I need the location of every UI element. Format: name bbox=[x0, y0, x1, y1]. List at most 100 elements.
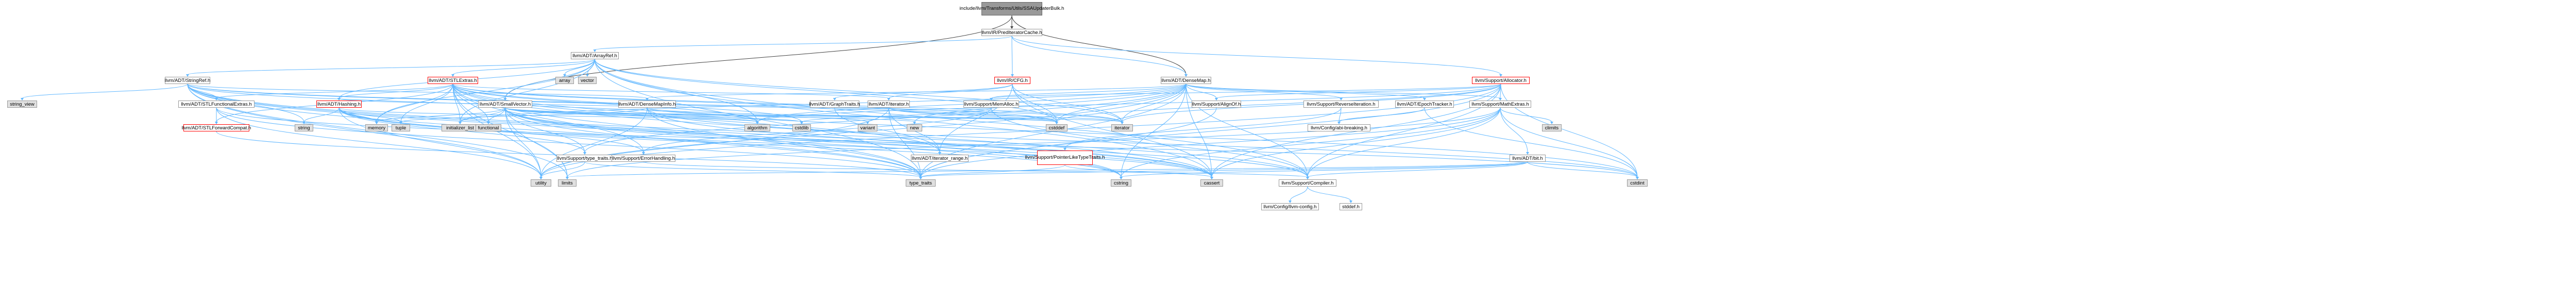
edge-epochtracker-to-configabi bbox=[1338, 107, 1425, 123]
edge-stringref-to-densemapinfo bbox=[187, 84, 648, 99]
node-stlfwd[interactable]: llvm/ADT/STLForwardCompat.h bbox=[181, 124, 251, 131]
edge-arrowhead bbox=[1526, 152, 1529, 155]
node-bit[interactable]: llvm/ADT/bit.h bbox=[1510, 155, 1546, 162]
edge-arrayref-to-initlist bbox=[460, 59, 595, 123]
node-root[interactable]: include/llvm/Transforms/Utils/SSAUpdater… bbox=[960, 2, 1064, 15]
edge-smallvector-to-utility bbox=[505, 107, 541, 178]
edge-arrowhead bbox=[566, 177, 569, 179]
edge-allocator-to-cstddef bbox=[1056, 84, 1501, 123]
edge-stlextras-to-cstddef bbox=[452, 84, 1057, 123]
node-tuple: tuple bbox=[392, 124, 410, 131]
node-variant: variant bbox=[858, 124, 877, 131]
edge-reverseiter-to-configabi bbox=[1338, 107, 1342, 123]
edge-arrowhead bbox=[1306, 177, 1309, 179]
edge-epochtracker-to-cstdint bbox=[1424, 107, 1638, 178]
edge-arrowhead bbox=[1184, 74, 1188, 77]
edge-densemap-to-reverseiter bbox=[1185, 84, 1342, 99]
edge-arrowhead bbox=[186, 74, 189, 77]
edge-arrowhead bbox=[756, 122, 759, 124]
edge-adtiterator-to-type_traits bbox=[888, 107, 921, 178]
edge-stlfunc-to-utility bbox=[216, 107, 541, 178]
node-predcache[interactable]: llvm/IR/PredIteratorCache.h bbox=[981, 29, 1042, 36]
edge-mathextras-to-limits bbox=[567, 107, 1501, 178]
edge-hashing-to-utility bbox=[338, 107, 541, 178]
node-adtiterator[interactable]: llvm/ADT/iterator.h bbox=[868, 101, 910, 108]
node-allocator[interactable]: llvm/Support/Allocator.h bbox=[1472, 77, 1530, 84]
node-llvmconfig[interactable]: llvm/Config/llvm-config.h bbox=[1261, 203, 1319, 210]
node-memalloc[interactable]: llvm/Support/MemAlloc.h bbox=[963, 101, 1019, 108]
edge-cfg-to-cstddef bbox=[1012, 84, 1057, 123]
node-string: string bbox=[295, 124, 313, 131]
edge-arrowhead bbox=[1337, 122, 1341, 124]
edge-arrayref-to-cassert bbox=[595, 59, 1212, 178]
node-reverseiter[interactable]: llvm/Support/ReverseIteration.h bbox=[1303, 101, 1379, 108]
node-cfg[interactable]: llvm/IR/CFG.h bbox=[994, 77, 1030, 84]
node-stddef[interactable]: stddef.h bbox=[1340, 203, 1362, 210]
node-smallvector[interactable]: llvm/ADT/SmallVector.h bbox=[478, 101, 532, 108]
node-hashing[interactable]: llvm/ADT/Hashing.h bbox=[316, 101, 362, 108]
edge-stlextras-to-hashing bbox=[338, 84, 453, 99]
edge-densemap-to-alignof bbox=[1185, 84, 1217, 99]
edge-smallvector-to-algorithm bbox=[505, 107, 758, 123]
edge-cfg-to-cassert bbox=[1012, 84, 1212, 178]
node-arrayref[interactable]: llvm/ADT/ArrayRef.h bbox=[571, 52, 619, 59]
node-stlfunc[interactable]: llvm/ADT/STLFunctionalExtras.h bbox=[178, 101, 255, 108]
node-alignof[interactable]: llvm/Support/AlignOf.h bbox=[1192, 101, 1241, 108]
node-mathextras[interactable]: llvm/Support/MathExtras.h bbox=[1469, 101, 1531, 108]
edge-arrayref-to-array bbox=[564, 59, 595, 75]
edge-hashing-to-cassert bbox=[338, 107, 1212, 178]
edge-stlextras-to-iterrange bbox=[452, 84, 940, 153]
edge-arrowhead bbox=[1215, 98, 1218, 101]
edge-arrowhead bbox=[1120, 177, 1123, 179]
edge-arrowhead bbox=[800, 122, 803, 124]
edge-arrowhead bbox=[399, 122, 402, 124]
edge-densemap-to-epochtracker bbox=[1185, 84, 1425, 99]
node-new: new bbox=[907, 124, 922, 131]
node-compiler[interactable]: llvm/Support/Compiler.h bbox=[1279, 179, 1336, 187]
node-iterrange[interactable]: llvm/ADT/iterator_range.h bbox=[911, 155, 969, 162]
edge-arrowhead bbox=[887, 98, 890, 101]
edge-arrowhead bbox=[215, 98, 218, 101]
node-errorhandling[interactable]: llvm/Support/ErrorHandling.h bbox=[612, 155, 675, 162]
node-graphtraits[interactable]: llvm/ADT/GraphTraits.h bbox=[809, 101, 860, 108]
edge-arrowhead bbox=[1011, 74, 1014, 77]
node-cstring: cstring bbox=[1111, 179, 1131, 187]
node-stringref[interactable]: llvm/ADT/StringRef.h bbox=[164, 77, 211, 84]
edge-arrowhead bbox=[451, 74, 454, 77]
edge-mathextras-to-cstdint bbox=[1500, 107, 1638, 178]
node-densemap[interactable]: llvm/ADT/DenseMap.h bbox=[1161, 77, 1211, 84]
node-densemapinfo[interactable]: llvm/ADT/DenseMapInfo.h bbox=[618, 101, 676, 108]
edge-arrowhead bbox=[1636, 177, 1639, 179]
edge-cfg-to-iterrange bbox=[939, 84, 1013, 153]
edge-arrowhead bbox=[459, 122, 462, 124]
node-cstdint: cstdint bbox=[1627, 179, 1648, 187]
edge-bit-to-compiler bbox=[1307, 161, 1528, 178]
edge-arrowhead bbox=[1423, 98, 1426, 101]
node-cstddef: cstddef bbox=[1046, 124, 1067, 131]
node-functional: functional bbox=[476, 124, 501, 131]
edge-arrowhead bbox=[563, 74, 566, 77]
node-epochtracker[interactable]: llvm/ADT/EpochTracker.h bbox=[1395, 101, 1454, 108]
edge-typetraits-to-type_traits bbox=[584, 161, 921, 178]
node-stlextras[interactable]: llvm/ADT/STLExtras.h bbox=[428, 77, 478, 84]
edge-mathextras-to-cassert bbox=[1211, 107, 1501, 178]
node-limits: limits bbox=[558, 179, 577, 187]
edge-smallvector-to-memory bbox=[376, 107, 505, 123]
edge-smallvector-to-typetraits bbox=[505, 107, 585, 153]
node-ptrliketypetraits[interactable]: llvm/Support/PointerLikeTypeTraits.h bbox=[1025, 151, 1105, 165]
edge-arrowhead bbox=[938, 152, 941, 155]
node-climits: climits bbox=[1542, 124, 1562, 131]
edge-arrayref-to-iterator bbox=[595, 59, 1123, 123]
node-configabi[interactable]: llvm/Config/abi-breaking.h bbox=[1308, 124, 1370, 131]
edge-cfg-to-adtiterator bbox=[888, 84, 1013, 99]
edge-densemapinfo-to-utility bbox=[540, 107, 648, 178]
edge-memalloc-to-compiler bbox=[991, 107, 1308, 178]
edge-bit-to-type_traits bbox=[920, 161, 1528, 178]
edge-mathextras-to-climits bbox=[1500, 107, 1552, 123]
node-typetraits[interactable]: llvm/Support/type_traits.h bbox=[556, 155, 613, 162]
edge-smallvector-to-new bbox=[505, 107, 915, 123]
edge-densemap-to-cassert bbox=[1185, 84, 1212, 178]
edge-predcache-to-arrayref bbox=[595, 36, 1012, 51]
